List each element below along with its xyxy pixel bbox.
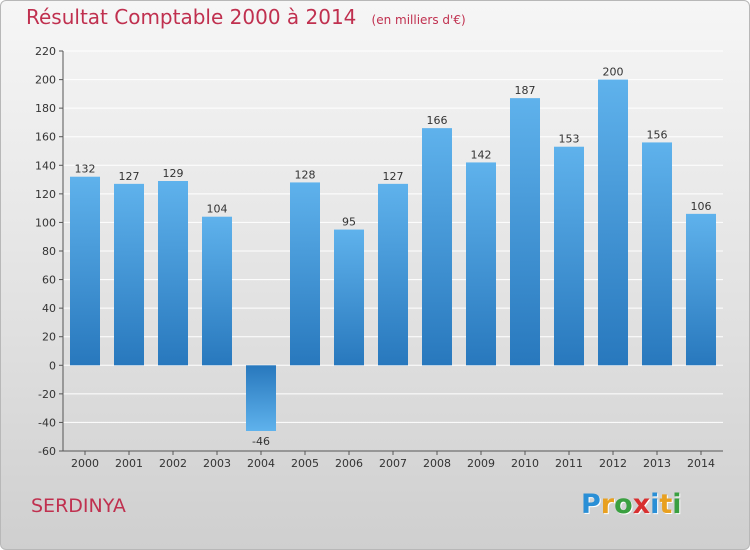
data-label: 95: [342, 216, 356, 229]
data-label: 153: [559, 133, 580, 146]
data-label: -46: [252, 435, 270, 448]
data-label: 142: [471, 148, 492, 161]
data-label: 200: [603, 66, 624, 79]
bar: [598, 79, 628, 366]
logo-letter: r: [600, 489, 615, 520]
logo-letter: o: [614, 489, 633, 520]
bar: [642, 142, 672, 366]
bar: [686, 213, 716, 366]
y-tick-label: 60: [42, 274, 56, 287]
bar: [466, 162, 496, 366]
y-tick-label: 100: [35, 216, 56, 229]
y-tick-label: 180: [35, 102, 56, 115]
data-label: 187: [515, 84, 536, 97]
bar: [114, 183, 144, 366]
logo-letter: t: [659, 489, 673, 520]
title-row: Résultat Comptable 2000 à 2014 (en milli…: [26, 5, 466, 29]
logo-letter: x: [632, 489, 651, 520]
x-tick-label: 2012: [599, 457, 627, 470]
x-tick-label: 2014: [687, 457, 715, 470]
y-tick-label: 0: [49, 359, 56, 372]
commune-name: SERDINYA: [31, 495, 126, 517]
data-label: 132: [75, 163, 96, 176]
y-tick-label: -20: [38, 388, 56, 401]
data-label: 127: [119, 170, 140, 183]
data-label: 128: [295, 168, 316, 181]
y-tick-label: 200: [35, 74, 56, 87]
bar: [334, 229, 364, 366]
logo-letter: i: [650, 489, 660, 520]
bar: [554, 146, 584, 366]
logo-letter: i: [672, 489, 682, 520]
bar: [422, 128, 452, 366]
bar: [158, 181, 188, 366]
y-tick-label: 40: [42, 302, 56, 315]
x-tick-label: 2013: [643, 457, 671, 470]
y-tick-label: 220: [35, 45, 56, 58]
x-tick-label: 2010: [511, 457, 539, 470]
y-tick-label: 120: [35, 188, 56, 201]
proxiti-logo: Proxiti: [581, 489, 682, 520]
data-label: 166: [427, 114, 448, 127]
y-tick-label: 80: [42, 245, 56, 258]
y-tick-label: 20: [42, 331, 56, 344]
data-label: 127: [383, 170, 404, 183]
x-tick-label: 2009: [467, 457, 495, 470]
x-tick-label: 2000: [71, 457, 99, 470]
bar: [246, 365, 276, 431]
bar: [70, 176, 100, 366]
bar: [378, 183, 408, 366]
bar: [290, 182, 320, 366]
data-label: 106: [691, 200, 712, 213]
x-tick-label: 2001: [115, 457, 143, 470]
chart-title: Résultat Comptable 2000 à 2014: [26, 5, 357, 29]
x-tick-label: 2004: [247, 457, 275, 470]
x-tick-label: 2008: [423, 457, 451, 470]
x-tick-label: 2011: [555, 457, 583, 470]
x-tick-label: 2006: [335, 457, 363, 470]
y-tick-label: -40: [38, 416, 56, 429]
bar: [202, 216, 232, 366]
y-tick-label: 160: [35, 131, 56, 144]
chart-unit-label: (en milliers d'€): [371, 13, 466, 27]
data-label: 104: [207, 203, 228, 216]
x-tick-label: 2002: [159, 457, 187, 470]
x-tick-label: 2007: [379, 457, 407, 470]
logo-letter: P: [581, 489, 601, 520]
bar: [510, 98, 540, 366]
y-tick-label: 140: [35, 159, 56, 172]
y-tick-label: -60: [38, 445, 56, 458]
data-label: 129: [163, 167, 184, 180]
x-tick-label: 2003: [203, 457, 231, 470]
x-tick-label: 2005: [291, 457, 319, 470]
data-label: 156: [647, 128, 668, 141]
